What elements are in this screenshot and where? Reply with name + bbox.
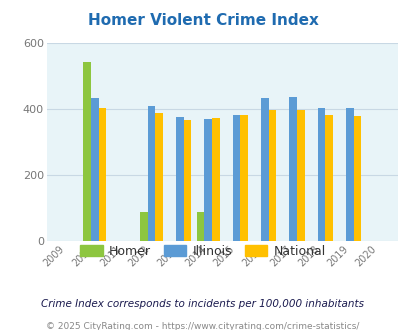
Bar xyxy=(183,120,191,241)
Bar xyxy=(211,118,219,241)
Text: © 2025 CityRating.com - https://www.cityrating.com/crime-statistics/: © 2025 CityRating.com - https://www.city… xyxy=(46,322,359,330)
Bar xyxy=(288,97,296,241)
Bar xyxy=(155,113,162,241)
Bar xyxy=(240,115,247,241)
Bar xyxy=(83,62,91,241)
Bar xyxy=(232,115,240,241)
Bar xyxy=(175,117,183,241)
Text: Crime Index corresponds to incidents per 100,000 inhabitants: Crime Index corresponds to incidents per… xyxy=(41,299,364,309)
Bar xyxy=(204,119,211,241)
Bar xyxy=(324,115,332,241)
Bar xyxy=(140,212,147,241)
Bar xyxy=(353,116,360,241)
Bar xyxy=(296,110,304,241)
Legend: Homer, Illinois, National: Homer, Illinois, National xyxy=(75,240,330,263)
Bar xyxy=(317,108,324,241)
Bar xyxy=(147,106,155,241)
Bar xyxy=(260,98,268,241)
Text: Homer Violent Crime Index: Homer Violent Crime Index xyxy=(87,13,318,28)
Bar xyxy=(91,98,98,241)
Bar xyxy=(98,108,106,241)
Bar xyxy=(345,108,353,241)
Bar xyxy=(196,212,204,241)
Bar xyxy=(268,110,275,241)
